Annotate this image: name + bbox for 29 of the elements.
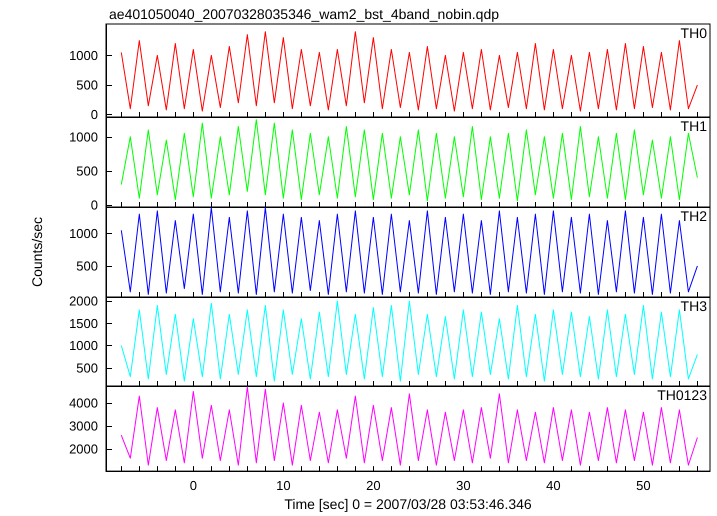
chart-title: ae401050040_20070328035346_wam2_bst_4band_nobin.qdp — [109, 6, 500, 22]
y-tick-label: 4000 — [69, 396, 98, 411]
y-tick-label: 0 — [90, 107, 98, 122]
x-axis-title: Time [sec] 0 = 2007/03/28 03:53:46.346 — [284, 496, 532, 512]
y-tick-label: 2000 — [69, 293, 98, 308]
y-tick-label: 2000 — [69, 442, 98, 457]
series-label: TH0123 — [657, 387, 708, 403]
x-tick-label: 40 — [546, 478, 561, 494]
y-tick-label: 3000 — [69, 418, 98, 434]
y-tick-label: 1000 — [69, 48, 98, 63]
x-tick-label: 50 — [636, 478, 651, 494]
y-tick-label: 1500 — [69, 315, 98, 330]
series-label: TH1 — [680, 118, 708, 134]
x-tick-label: 10 — [276, 478, 291, 494]
x-tick-label: 20 — [366, 478, 381, 494]
y-tick-label: 500 — [76, 163, 98, 178]
y-axis-title: Counts/sec — [29, 216, 45, 287]
y-tick-label: 0 — [90, 197, 98, 212]
series-label: TH2 — [680, 208, 708, 224]
y-tick-label: 500 — [76, 78, 98, 93]
series-label: TH3 — [680, 298, 708, 314]
y-tick-label: 500 — [76, 258, 98, 274]
y-tick-label: 1000 — [69, 226, 98, 241]
y-tick-label: 1000 — [69, 129, 98, 144]
series-label: TH0 — [680, 25, 708, 41]
y-tick-label: 1000 — [69, 338, 98, 353]
x-tick-label: 30 — [456, 478, 471, 494]
y-tick-label: 500 — [76, 360, 98, 375]
x-tick-label: 0 — [190, 478, 197, 494]
